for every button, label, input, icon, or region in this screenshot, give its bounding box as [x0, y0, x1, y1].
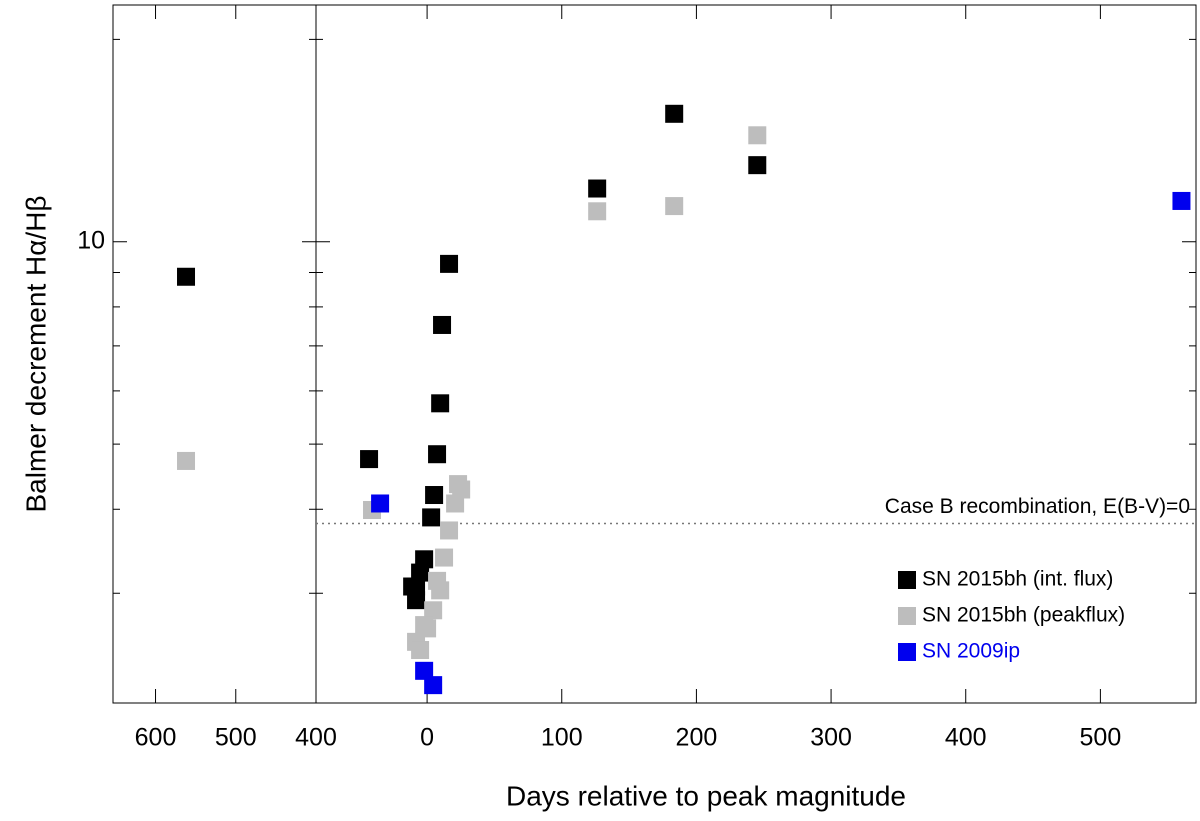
data-point — [415, 661, 434, 680]
x-tick-label: 100 — [541, 724, 583, 752]
data-point — [748, 156, 767, 175]
x-tick-label: 400 — [945, 724, 987, 752]
x-tick-label: 500 — [1080, 724, 1122, 752]
data-point — [407, 591, 426, 610]
x-axis-label: Days relative to peak magnitude — [506, 780, 906, 811]
data-point — [665, 104, 684, 123]
y-tick-label: 10 — [77, 226, 105, 254]
data-point — [452, 480, 471, 499]
plot-frame — [315, 4, 1197, 704]
data-point — [411, 563, 430, 582]
data-point — [1172, 191, 1191, 210]
data-point — [424, 601, 443, 620]
data-point — [411, 641, 430, 660]
legend-label: SN 2015bh (peakflux) — [922, 604, 1125, 627]
legend-label: SN 2015bh (int. flux) — [922, 568, 1113, 591]
data-point — [588, 179, 607, 198]
data-point — [360, 450, 379, 469]
data-point — [435, 548, 454, 567]
x-tick-label: 0 — [420, 724, 434, 752]
annotation: Case B recombination, E(B-V)=0 — [885, 495, 1190, 518]
data-point — [433, 315, 452, 334]
x-tick-label: 300 — [810, 724, 852, 752]
data-point — [425, 486, 444, 505]
data-point — [748, 126, 767, 145]
x-tick-label: 200 — [676, 724, 718, 752]
data-point — [431, 394, 450, 413]
data-point — [665, 197, 684, 216]
data-point — [428, 571, 447, 590]
x-tick-label: 400 — [295, 724, 337, 752]
data-point — [588, 202, 607, 221]
data-point — [424, 676, 443, 695]
data-point — [415, 616, 434, 635]
data-point — [440, 521, 459, 540]
data-point — [177, 267, 196, 286]
plot-frame — [112, 4, 317, 704]
data-point — [177, 451, 196, 470]
data-point — [446, 494, 465, 513]
legend-label: SN 2009ip — [922, 640, 1020, 663]
data-point — [403, 577, 422, 596]
x-tick-label: 600 — [135, 724, 177, 752]
data-point — [371, 494, 390, 513]
x-tick-label: 500 — [215, 724, 257, 752]
legend-swatch — [898, 643, 916, 661]
legend-swatch — [898, 571, 916, 589]
data-point — [440, 254, 459, 273]
data-point — [428, 445, 447, 464]
data-point — [422, 508, 441, 527]
y-axis-label: Balmer decrement Hα/Hβ — [20, 195, 51, 512]
legend-swatch — [898, 607, 916, 625]
